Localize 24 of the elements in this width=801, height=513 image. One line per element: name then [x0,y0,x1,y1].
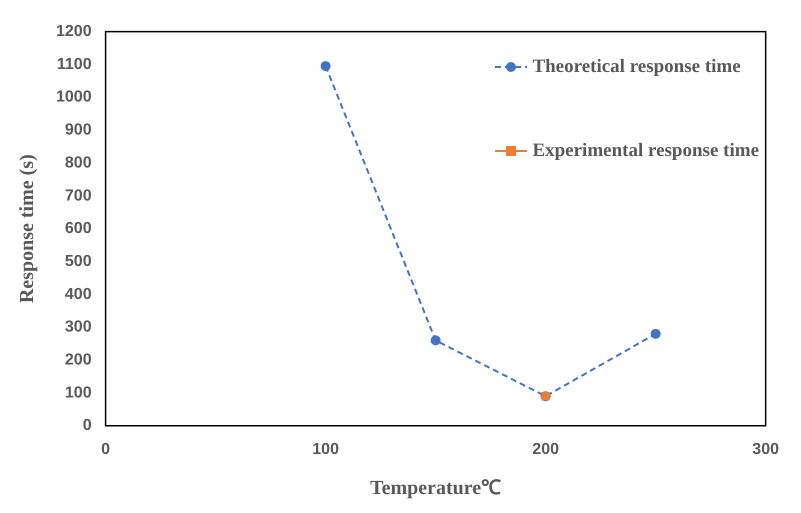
y-tick-label: 400 [64,286,92,303]
point [320,61,331,72]
y-tick-label: 200 [64,352,92,369]
y-tick-label: 900 [64,122,92,139]
x-tick-label: 300 [752,440,780,458]
point [650,328,661,339]
y-tick-label: 0 [82,417,92,434]
y-tick-label: 1200 [56,23,92,40]
x-axis-title: Temperature℃ [370,477,502,500]
point [430,335,441,346]
legend-label: Theoretical response time [532,56,741,78]
x-tick-label: 100 [312,440,340,458]
legend-label: Experimental response time [532,140,759,162]
y-tick-label: 1000 [56,88,92,106]
x-tick-label: 0 [101,440,110,458]
x-tick-label: 200 [532,440,560,458]
y-tick-label: 500 [64,252,92,270]
y-tick-label: 700 [64,187,92,204]
y-tick-label: 1100 [56,56,92,73]
y-tick-label: 300 [64,318,92,336]
y-tick-label: 600 [64,220,92,238]
y-tick-label: 800 [64,154,92,172]
y-tick-label: 100 [64,384,92,402]
y-axis-title: Response time (s) [16,154,38,304]
